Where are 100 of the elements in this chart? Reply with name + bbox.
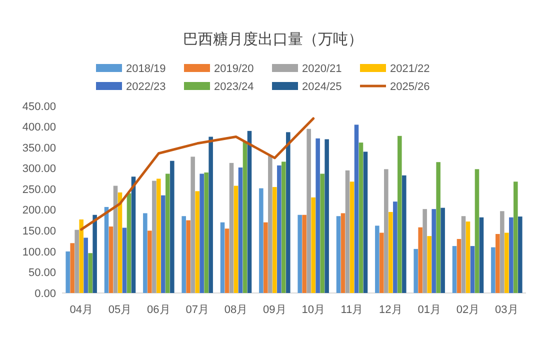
bar [345, 170, 350, 293]
y-tick-label: 450.00 [22, 100, 56, 113]
bar [242, 141, 248, 293]
x-tick-label: 01月 [418, 304, 441, 316]
bar [316, 138, 320, 293]
bar [84, 238, 88, 293]
bar [282, 162, 286, 293]
x-tick-label: 11月 [340, 304, 364, 316]
bar [427, 236, 432, 293]
bar [354, 124, 359, 293]
legend-label: 2020/21 [302, 62, 342, 75]
bar [186, 220, 190, 293]
y-tick-label: 150.00 [22, 226, 56, 238]
legend-label: 2022/23 [126, 80, 166, 93]
bar [298, 214, 302, 293]
y-tick-label: 400.00 [22, 122, 56, 134]
x-tick-label: 09月 [263, 304, 286, 316]
bar [148, 230, 152, 293]
bar [432, 209, 436, 293]
x-tick-label: 10月 [302, 304, 325, 316]
bar [350, 182, 354, 293]
bar [108, 226, 114, 293]
bar [470, 246, 475, 293]
bar [398, 136, 402, 293]
bar [208, 136, 213, 293]
x-tick-label: 12月 [379, 304, 402, 316]
bar [302, 214, 306, 293]
bar [126, 193, 132, 293]
bar [92, 214, 97, 293]
bar [336, 216, 341, 293]
bar [402, 175, 406, 293]
bar [229, 162, 234, 293]
bar [286, 132, 290, 293]
bar [496, 234, 500, 293]
bar [358, 142, 364, 293]
bar [414, 248, 418, 293]
bar [182, 216, 186, 293]
bar [259, 188, 264, 293]
bar [422, 209, 427, 293]
bar [200, 174, 204, 293]
bar [340, 213, 346, 293]
bar [474, 169, 480, 293]
bar [363, 152, 368, 293]
bar [234, 186, 238, 293]
bar [418, 227, 422, 293]
x-tick-label: 03月 [495, 304, 518, 316]
bar [306, 128, 311, 293]
legend-label: 2024/25 [302, 80, 342, 93]
legend-label: 2025/26 [390, 80, 430, 93]
bar [264, 222, 268, 293]
bar [384, 169, 388, 293]
bar [156, 178, 161, 293]
line-series [80, 117, 315, 231]
bar [311, 197, 316, 293]
x-tick-label: 07月 [186, 304, 209, 316]
bar [514, 182, 518, 293]
bar [79, 219, 84, 293]
bar [461, 216, 466, 293]
y-tick-label: 300.00 [22, 163, 56, 176]
bar [190, 156, 195, 293]
bar [66, 251, 70, 293]
bar [504, 232, 509, 293]
bar [509, 217, 514, 293]
bar [452, 246, 457, 293]
legend-label: 2019/20 [214, 62, 254, 75]
y-tick-label: 200.00 [22, 204, 56, 217]
bar [518, 216, 522, 293]
x-tick-label: 04月 [70, 304, 93, 316]
bar [388, 212, 393, 293]
bar [113, 186, 118, 293]
x-tick-label: 06月 [147, 304, 170, 316]
bar [320, 174, 324, 293]
bar [324, 139, 329, 293]
legend-label: 2023/24 [214, 80, 254, 93]
bar [380, 232, 384, 293]
legend-label: 2018/19 [126, 62, 166, 75]
bar [479, 217, 484, 293]
bar [277, 165, 282, 293]
bar [272, 187, 277, 293]
y-tick-label: 50.00 [28, 267, 56, 280]
bar [161, 195, 166, 293]
bar [500, 211, 504, 293]
bar [122, 228, 127, 293]
bar [440, 208, 445, 293]
x-tick-label: 02月 [456, 304, 480, 316]
y-tick-label: 250.00 [22, 184, 56, 196]
bar [393, 202, 398, 293]
bar [118, 192, 122, 293]
bar [166, 174, 170, 293]
bar [104, 206, 109, 293]
bar [74, 230, 79, 293]
bar [170, 160, 174, 293]
bar [131, 176, 136, 293]
bar [88, 253, 92, 293]
bar [220, 222, 225, 293]
bar [247, 130, 252, 293]
chart-title: 巴西糖月度出口量（万吨） [183, 31, 363, 48]
bar [436, 162, 440, 293]
bar [143, 213, 148, 293]
bar [195, 191, 200, 293]
